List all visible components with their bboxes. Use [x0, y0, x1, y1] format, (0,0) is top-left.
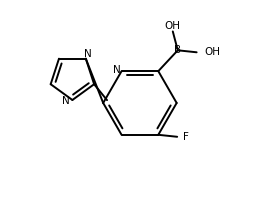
Text: B: B [174, 45, 181, 55]
Text: N: N [84, 49, 92, 59]
Text: F: F [183, 132, 189, 142]
Text: N: N [62, 96, 70, 106]
Text: OH: OH [165, 21, 181, 31]
Text: OH: OH [205, 47, 221, 57]
Text: N: N [113, 65, 121, 75]
